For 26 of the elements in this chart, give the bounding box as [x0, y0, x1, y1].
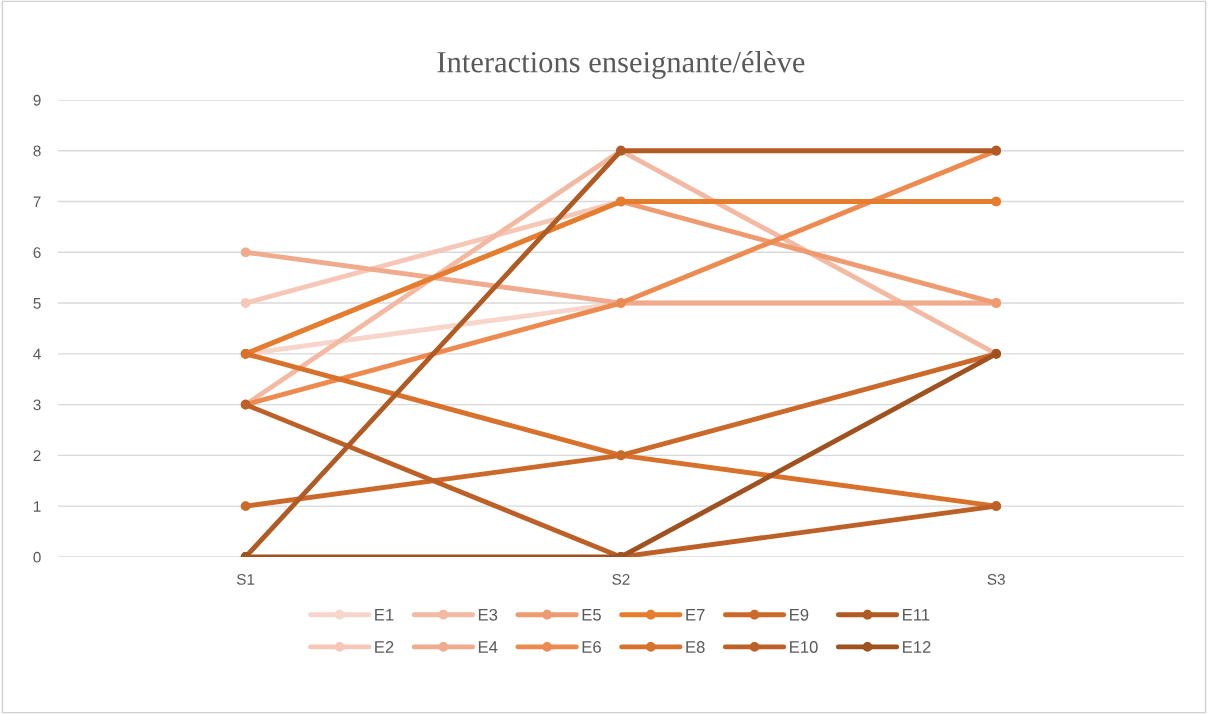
- y-tick-label: 4: [33, 348, 41, 360]
- y-tick-label: 6: [33, 247, 41, 258]
- x-tick-label: S2: [612, 573, 630, 585]
- y-tick-label: 5: [33, 298, 41, 309]
- legend-label: E1: [375, 609, 394, 621]
- legend-label: E7: [686, 609, 705, 621]
- legend-label: E2: [375, 641, 394, 653]
- y-tick-label: 7: [33, 196, 41, 208]
- y-tick-label: 0: [33, 551, 41, 563]
- y-tick-label: 9: [33, 94, 41, 106]
- x-tick-label: S3: [987, 573, 1005, 585]
- legend-label: E9: [790, 608, 809, 621]
- x-tick-label: S1: [236, 573, 255, 585]
- y-tick-label: 3: [33, 399, 41, 411]
- legend-label: E10: [790, 641, 818, 653]
- legend-label: E12: [903, 641, 931, 653]
- legend-label: E6: [582, 641, 601, 653]
- legend-label: E8: [686, 641, 705, 653]
- legend-label: E3: [478, 608, 498, 621]
- legend-label: E11: [903, 609, 930, 621]
- legend-label: E4: [478, 641, 498, 653]
- chart-title: Interactions enseignante/élève: [437, 50, 805, 79]
- y-tick-label: 8: [33, 145, 41, 157]
- y-tick-label: 1: [33, 501, 41, 512]
- legend-label: E5: [582, 609, 601, 621]
- y-tick-label: 2: [33, 450, 41, 461]
